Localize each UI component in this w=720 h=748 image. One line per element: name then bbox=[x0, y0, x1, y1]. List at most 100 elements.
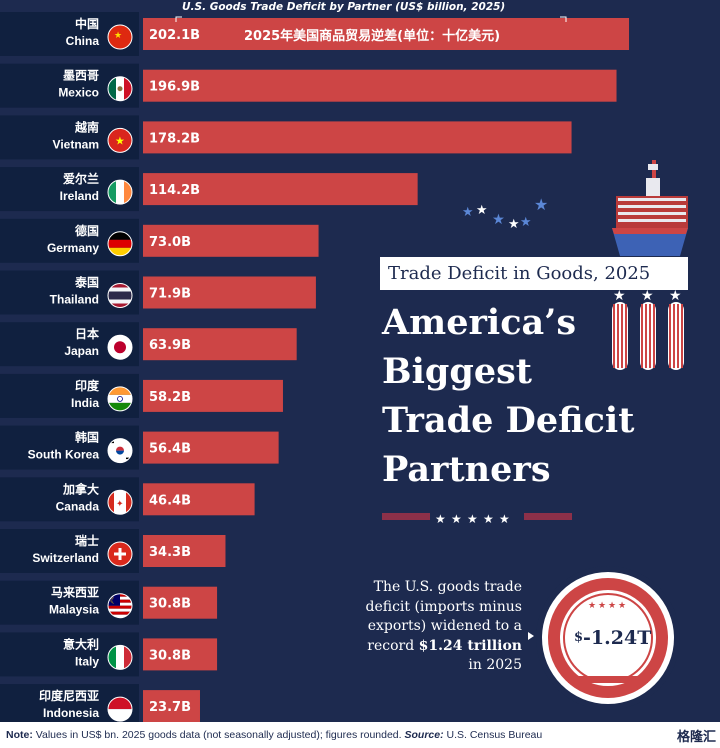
category-label-cn: 加拿大 bbox=[62, 481, 99, 496]
star-icon: ★ bbox=[467, 512, 478, 526]
chart-title: U.S. Goods Trade Deficit by Partner (US$… bbox=[182, 1, 506, 13]
bar-value-label: 71.9B bbox=[149, 287, 191, 302]
star-icon: ★ bbox=[598, 601, 606, 611]
star-icon: ★ bbox=[608, 601, 616, 611]
star-icon: ★ bbox=[492, 212, 505, 228]
category-label-en: Japan bbox=[64, 344, 99, 358]
ship-icon bbox=[612, 160, 688, 256]
main-title-line: Biggest bbox=[382, 351, 532, 392]
footer: Note: Values in US$ bn. 2025 goods data … bbox=[0, 722, 720, 748]
category-label-cn: 印度尼西亚 bbox=[39, 688, 99, 703]
thailand-flag bbox=[107, 283, 133, 308]
category-label-cn: 意大利 bbox=[63, 636, 99, 651]
medal-amount: -1.24T bbox=[583, 627, 652, 649]
divider bbox=[524, 513, 572, 520]
category-label-cn: 韩国 bbox=[75, 430, 99, 445]
star-icon: ★ bbox=[520, 215, 531, 230]
divider bbox=[382, 513, 430, 520]
deficit-note-text: The U.S. goods trade deficit (imports mi… bbox=[365, 579, 522, 654]
ireland-flag bbox=[107, 179, 133, 205]
bar bbox=[143, 173, 418, 206]
bar bbox=[143, 276, 316, 309]
main-title-line: Partners bbox=[382, 449, 551, 490]
bar-value-label: 30.8B bbox=[149, 648, 191, 663]
star-icon: ★ bbox=[588, 601, 596, 611]
vietnam-flag: ★ bbox=[107, 127, 133, 153]
svg-text:★: ★ bbox=[669, 288, 682, 304]
bar-value-label: 34.3B bbox=[149, 545, 191, 560]
canada-flag: ✦ bbox=[107, 489, 133, 515]
category-label-cn: 印度 bbox=[75, 378, 100, 393]
bar bbox=[143, 638, 218, 671]
bar-value-label: 30.8B bbox=[149, 597, 191, 612]
medal-currency: $ bbox=[574, 630, 584, 645]
main-title: America’s Biggest Trade Deficit Partners bbox=[382, 298, 682, 494]
bar bbox=[143, 379, 283, 412]
bar-value-label: 196.9B bbox=[149, 80, 200, 95]
svg-text:★: ★ bbox=[114, 31, 122, 41]
category-label-cn: 越南 bbox=[74, 119, 99, 134]
main-title-line: Trade Deficit bbox=[382, 400, 635, 441]
star-icon: ★ bbox=[483, 512, 494, 526]
deficit-note-value: $1.24 trillion bbox=[418, 637, 522, 654]
star-icon: ★ bbox=[618, 601, 626, 611]
star-icon: ★ bbox=[508, 217, 519, 232]
category-label-cn: 泰国 bbox=[74, 275, 99, 290]
main-title-line: America’s bbox=[382, 302, 577, 343]
category-label-cn: 中国 bbox=[75, 16, 99, 31]
bar bbox=[143, 328, 297, 361]
pillar-icon: ★ bbox=[612, 288, 628, 370]
deficit-note: The U.S. goods trade deficit (imports mi… bbox=[356, 578, 522, 676]
chart-title-cn: 2025年美国商品贸易逆差(单位：十亿美元) bbox=[244, 29, 501, 44]
category-label-en: Indonesia bbox=[43, 706, 99, 720]
star-icon: ★ bbox=[476, 203, 487, 218]
subtitle: Trade Deficit in Goods, 2025 bbox=[380, 257, 688, 290]
bars-layer bbox=[143, 18, 630, 723]
footer-note-label: Note: bbox=[6, 729, 33, 741]
bar bbox=[143, 483, 255, 516]
svg-text:★: ★ bbox=[641, 288, 654, 304]
category-label-cn: 瑞士 bbox=[75, 533, 99, 548]
bar-value-label: 58.2B bbox=[149, 390, 191, 405]
bar-value-label: 56.4B bbox=[149, 442, 191, 457]
pillar-icon: ★ bbox=[668, 288, 684, 370]
malaysia-flag: ☾ bbox=[107, 593, 133, 619]
brand-logo: 格隆汇 bbox=[676, 730, 716, 745]
footer-note-text: Values in US$ bn. 2025 goods data (not s… bbox=[32, 729, 405, 741]
bar-value-label: 73.0B bbox=[149, 235, 191, 250]
india-flag bbox=[107, 386, 133, 412]
footer-source-label: Source: bbox=[404, 729, 444, 741]
star-icon: ★ bbox=[451, 512, 462, 526]
bar bbox=[143, 224, 319, 257]
italy-flag bbox=[107, 644, 133, 670]
footer-source-text: U.S. Census Bureau bbox=[443, 729, 543, 741]
category-label-en: Canada bbox=[56, 499, 100, 513]
category-label-en: South Korea bbox=[28, 448, 100, 462]
bar bbox=[143, 586, 218, 619]
title-bracket bbox=[560, 16, 567, 22]
germany-flag bbox=[107, 231, 133, 257]
category-label-en: Ireland bbox=[60, 189, 99, 203]
indonesia-flag bbox=[107, 696, 133, 722]
category-label-en: Mexico bbox=[58, 86, 99, 100]
decorations: ★ ★★ ★ ★★★ ★ ★★ ★ ★ ★ ★★ ★ ★ ★ bbox=[175, 16, 688, 710]
bar-value-label: 63.9B bbox=[149, 338, 191, 353]
bar bbox=[143, 535, 226, 567]
category-label-en: Italy bbox=[75, 654, 99, 668]
category-label-en: Malaysia bbox=[49, 603, 99, 617]
category-label-en: Switzerland bbox=[32, 551, 99, 565]
star-icon: ★ bbox=[462, 205, 473, 220]
medal-badge: ★ ★ ★ ★ bbox=[536, 566, 680, 710]
bar-value-label: 202.1B bbox=[149, 28, 200, 43]
category-label-en: Germany bbox=[47, 241, 99, 255]
bar bbox=[143, 69, 617, 102]
switzerland-flag bbox=[107, 541, 133, 567]
bar bbox=[143, 690, 200, 723]
mexico-flag bbox=[107, 76, 133, 102]
category-label-cn: 日本 bbox=[75, 326, 99, 341]
bar-value-label: 46.4B bbox=[149, 493, 191, 508]
bar-value-label: 23.7B bbox=[149, 700, 191, 715]
labels-layer: 202.1B 中国 China ★ 196.9B 墨西哥 Mexico 178.2B 越南 Vie… bbox=[0, 12, 200, 729]
svg-text:★: ★ bbox=[115, 134, 125, 147]
